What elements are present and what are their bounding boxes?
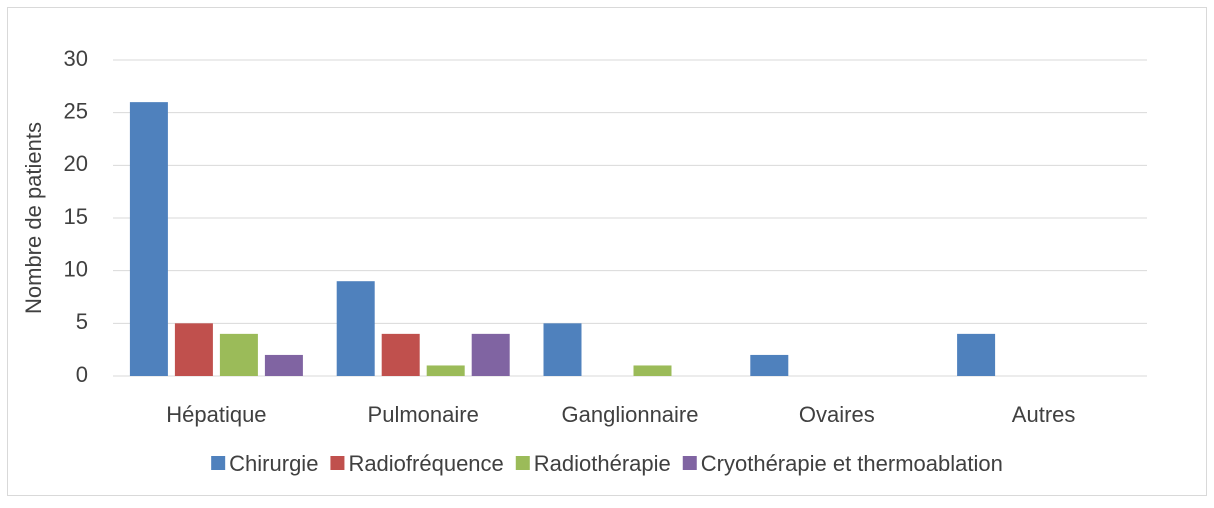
x-tick-label: Ovaires — [799, 402, 875, 427]
y-tick-label: 10 — [64, 256, 88, 281]
legend: Chirurgie Radiofréquence Radiothérapie Cryo… — [211, 451, 1003, 476]
chart-frame — [7, 7, 1207, 496]
bar — [750, 354, 789, 376]
legend-label: Chirurgie — [229, 451, 318, 476]
bar — [336, 281, 375, 376]
x-tick-label: Ganglionnaire — [562, 402, 699, 427]
y-tick-label: 20 — [64, 151, 88, 176]
bar — [426, 365, 465, 376]
bar — [471, 333, 510, 376]
legend-swatch — [211, 456, 226, 470]
legend-swatch — [330, 456, 345, 470]
bar — [957, 333, 996, 376]
x-tick-label: Hépatique — [166, 402, 266, 427]
y-tick-label: 30 — [64, 46, 88, 71]
x-tick-label: Autres — [1012, 402, 1076, 427]
legend-swatch — [515, 456, 530, 470]
legend-swatch — [682, 456, 697, 470]
bar — [174, 323, 213, 376]
y-tick-label: 0 — [76, 362, 88, 387]
bar — [543, 323, 582, 376]
bar — [219, 333, 258, 376]
y-axis-label: Nombre de patients — [21, 122, 46, 314]
y-tick-label: 25 — [64, 98, 88, 123]
bar — [633, 365, 672, 376]
legend-label: Radiofréquence — [348, 451, 503, 476]
bar — [381, 333, 420, 376]
legend-label: Cryothérapie et thermoablation — [701, 451, 1003, 476]
x-tick-label: Pulmonaire — [368, 402, 479, 427]
y-tick-label: 15 — [64, 204, 88, 229]
legend-label: Radiothérapie — [534, 451, 671, 476]
bar — [129, 102, 168, 376]
bar — [264, 354, 303, 376]
y-tick-label: 5 — [76, 309, 88, 334]
